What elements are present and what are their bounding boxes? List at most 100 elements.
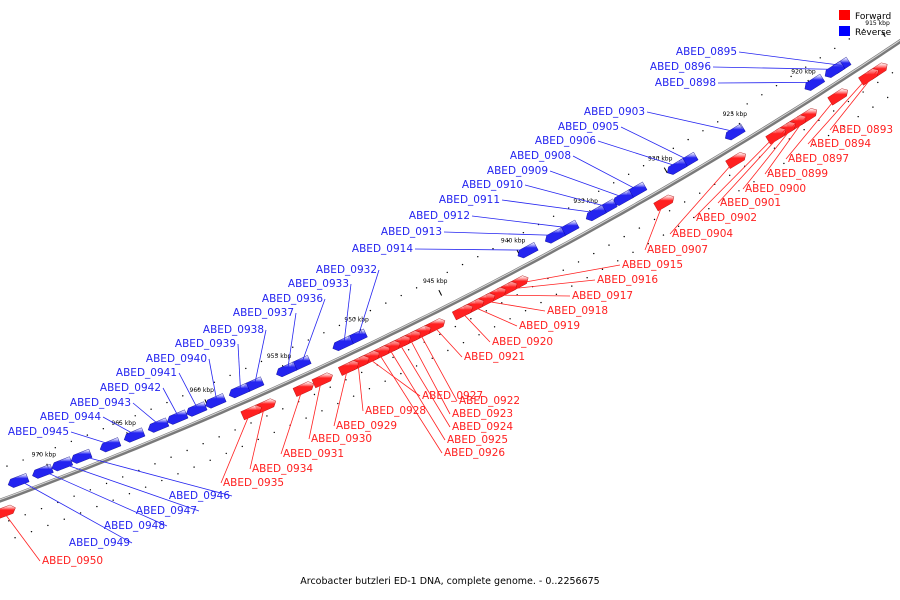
label-leader	[254, 329, 267, 385]
scale-dot	[877, 19, 879, 21]
scale-dot	[144, 486, 147, 488]
label-leader	[807, 76, 869, 145]
scale-dot	[273, 431, 275, 434]
label-leader	[495, 294, 571, 297]
scale-dot	[842, 125, 845, 127]
scale-dot	[241, 445, 243, 448]
scale-dot	[773, 147, 776, 149]
forward-gene	[240, 404, 262, 421]
scale-dot	[540, 301, 542, 304]
forward-gene	[451, 304, 474, 321]
scale-dot	[439, 333, 441, 336]
label-leader	[70, 431, 112, 446]
scale-dot	[753, 181, 755, 183]
scale-dot	[562, 269, 564, 271]
gene-label: ABED_0916	[597, 274, 658, 286]
scale-dot	[400, 294, 402, 297]
label-leader	[620, 126, 689, 161]
scale-dot	[642, 165, 645, 167]
legend-forward-label: Forward	[855, 12, 891, 22]
scale-dot	[891, 72, 894, 74]
scale-dot	[729, 174, 731, 177]
gene-label: ABED_0909	[487, 165, 548, 177]
scale-dot	[218, 436, 220, 438]
scale-dot	[79, 512, 82, 514]
label-leader	[178, 372, 199, 410]
scale-dot	[886, 96, 889, 99]
gene-label: ABED_0900	[745, 183, 806, 195]
label-leader	[419, 332, 458, 402]
label-leader	[669, 160, 736, 235]
scale-dot	[54, 446, 56, 449]
label-leader	[343, 283, 352, 344]
scale-dot	[470, 318, 472, 320]
scale-dot	[282, 408, 284, 410]
scale-dot	[209, 459, 211, 461]
scale-dot	[234, 429, 236, 431]
label-leader	[646, 111, 737, 133]
scale-dot	[431, 357, 433, 359]
scale-dot	[509, 318, 511, 320]
scale-dot	[522, 231, 525, 234]
scale-dot	[197, 388, 200, 390]
scale-dot	[601, 268, 604, 271]
gene-label: ABED_0915	[622, 259, 683, 271]
scale-dot	[128, 492, 131, 495]
reverse-gene	[123, 427, 146, 443]
scale-dot	[338, 324, 341, 327]
gene-label: ABED_0937	[233, 307, 294, 319]
scale-dot	[462, 341, 465, 344]
reverse-gene	[147, 417, 170, 433]
scale-dot	[493, 326, 496, 328]
label-leader	[472, 306, 518, 327]
scale-dot	[40, 507, 43, 510]
gene-label: ABED_0894	[810, 138, 871, 150]
label-leader	[287, 312, 297, 370]
scale-dot	[415, 365, 418, 367]
legend-reverse-swatch	[839, 26, 850, 36]
scale-dot	[567, 207, 570, 209]
label-leader	[433, 325, 463, 358]
label-leader	[308, 380, 322, 440]
scale-dot	[699, 192, 701, 194]
gene-label: ABED_0911	[439, 194, 500, 206]
scale-dot	[783, 162, 785, 165]
gene-label: ABED_0896	[650, 61, 711, 73]
label-leader	[357, 363, 364, 412]
scale-dot	[305, 417, 307, 419]
scale-dot	[400, 372, 402, 375]
label-leader	[208, 358, 218, 401]
scale-dot	[507, 240, 509, 242]
tick-mark	[438, 289, 443, 296]
reverse-gene	[228, 382, 251, 399]
label-leader	[644, 202, 664, 251]
scale-dot	[668, 210, 671, 212]
label-leader	[524, 184, 608, 208]
label-leader	[414, 248, 529, 251]
scale-dot	[323, 332, 325, 334]
tick-mark	[881, 31, 886, 38]
scale-dot	[177, 473, 179, 475]
label-leader	[82, 455, 233, 497]
scale-dot	[245, 367, 247, 370]
gene-label: ABED_0941	[116, 367, 177, 379]
scale-dot	[677, 225, 680, 228]
scale-dot	[832, 110, 835, 112]
scale-dot	[161, 479, 163, 482]
label-leader	[597, 140, 679, 167]
tick-label: 965 kbp	[111, 420, 136, 427]
gene-label: ABED_0938	[203, 324, 264, 336]
gene-label: ABED_0945	[8, 426, 69, 438]
tick-mark	[663, 167, 668, 174]
forward-gene	[311, 372, 333, 389]
scale-dot	[213, 381, 216, 383]
label-leader	[717, 81, 816, 84]
scale-dot	[266, 415, 268, 417]
scale-dot	[392, 356, 394, 359]
label-leader	[19, 480, 133, 544]
scale-dot	[73, 495, 75, 497]
gene-label: ABED_0912	[409, 210, 470, 222]
gene-label: ABED_0921	[464, 351, 525, 363]
scale-dot	[352, 395, 355, 397]
label-leader	[506, 279, 596, 290]
